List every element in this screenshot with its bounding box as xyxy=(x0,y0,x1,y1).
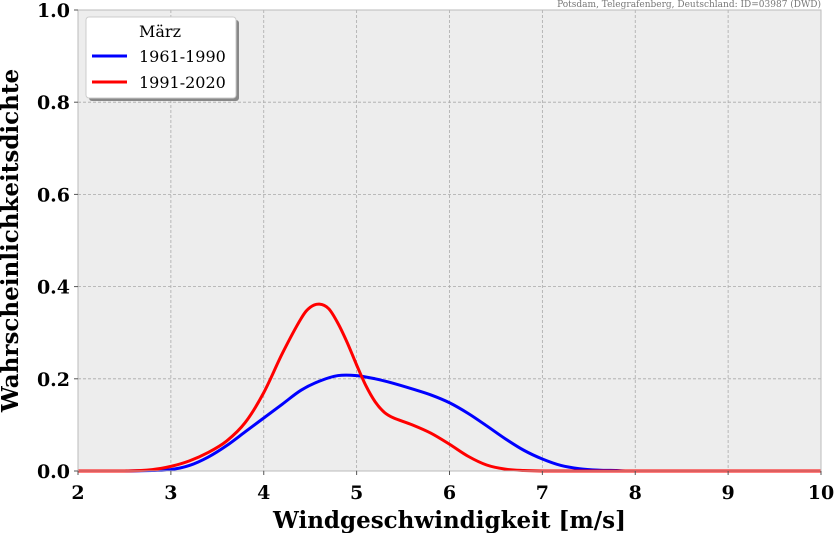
x-axis-ticks: 2 3 4 5 6 7 8 9 10 xyxy=(71,471,834,504)
x-axis-title: Windgeschwindigkeit [m/s] xyxy=(272,507,626,533)
y-axis-ticks: 0.0 0.2 0.4 0.6 0.8 1.0 xyxy=(37,0,78,483)
legend-label: 1991-2020 xyxy=(139,73,226,92)
series-line-1991-2020 xyxy=(78,302,821,473)
x-tick-label: 5 xyxy=(350,482,363,504)
y-tick-label: 0.4 xyxy=(37,277,70,299)
source-note: Potsdam, Telegrafenberg, Deutschland: ID… xyxy=(557,0,821,10)
x-tick-label: 4 xyxy=(257,482,270,504)
series-line-1961-1990 xyxy=(78,373,821,473)
legend-items: 1961-1990 1991-2020 xyxy=(92,47,226,92)
y-tick-label: 0.6 xyxy=(37,184,70,206)
legend: März 1961-1990 1991-2020 xyxy=(85,16,239,101)
x-tick-label: 9 xyxy=(722,482,735,504)
x-tick-label: 10 xyxy=(808,482,834,504)
series-layer xyxy=(78,302,821,473)
y-tick-label: 1.0 xyxy=(37,0,70,22)
x-tick-label: 3 xyxy=(164,482,177,504)
x-tick-label: 8 xyxy=(629,482,642,504)
x-tick-label: 6 xyxy=(443,482,456,504)
legend-label: 1961-1990 xyxy=(139,47,226,66)
y-tick-label: 0.2 xyxy=(37,369,70,391)
x-tick-label: 2 xyxy=(71,482,84,504)
y-tick-label: 0.0 xyxy=(37,461,70,483)
y-axis-title: Wahrscheinlichkeitsdichte xyxy=(0,69,24,413)
y-tick-label: 0.8 xyxy=(37,92,70,114)
x-tick-label: 7 xyxy=(536,482,549,504)
legend-title: März xyxy=(139,22,181,41)
legend-box xyxy=(85,16,237,99)
